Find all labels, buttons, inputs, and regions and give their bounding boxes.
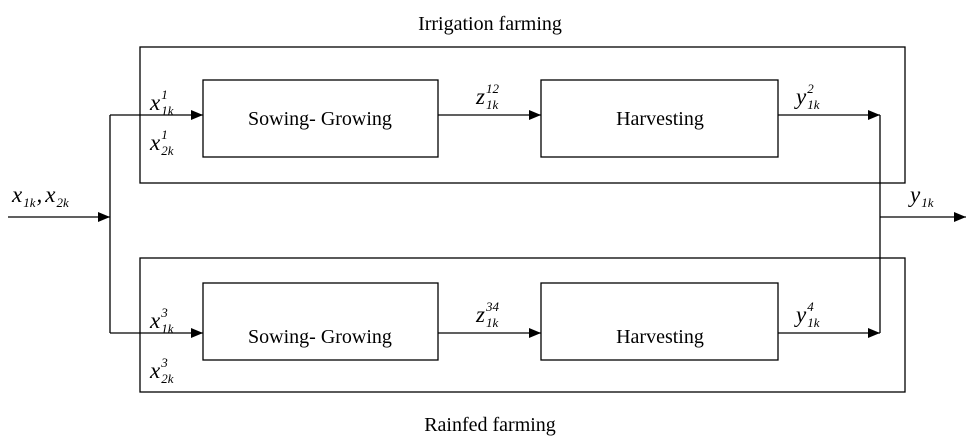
symbol-sub: 2k (161, 143, 174, 158)
symbol-sup: 12 (486, 81, 500, 96)
symbol-sub: 2k (56, 195, 69, 210)
symbol-sub: 1k (921, 195, 934, 210)
symbol-sup: 1 (161, 127, 168, 142)
block-label: Harvesting (616, 326, 704, 348)
symbol-base: z (475, 84, 485, 109)
symbol-sub: 1k (23, 195, 36, 210)
symbol-base: x (149, 90, 161, 115)
symbol-sup: 3 (160, 305, 168, 320)
block-label: Sowing- Growing (248, 108, 392, 130)
symbol-sub: 1k (161, 103, 174, 118)
symbol-sub: 1k (161, 321, 174, 336)
symbol-base: y (908, 182, 921, 207)
symbol-sup: 4 (807, 299, 814, 314)
group-box (139, 257, 906, 393)
group-title: Rainfed farming (424, 414, 556, 436)
symbol-sup: 34 (485, 299, 500, 314)
symbol-base: x (11, 182, 23, 207)
symbol-sub: 1k (807, 315, 820, 330)
block (540, 282, 779, 361)
symbol-base: y (794, 84, 807, 109)
symbol-base: x (149, 358, 161, 383)
group-title: Irrigation farming (418, 13, 562, 35)
symbol-base: x (149, 130, 161, 155)
symbol-sup: 3 (160, 355, 168, 370)
block (202, 282, 439, 361)
block-label: Sowing- Growing (248, 326, 392, 348)
block-label: Harvesting (616, 108, 704, 130)
symbol-sub: 1k (486, 315, 499, 330)
block (202, 79, 439, 158)
symbol-sup: 2 (807, 81, 814, 96)
symbol-sub: 1k (807, 97, 820, 112)
symbol-sub: 2k (161, 371, 174, 386)
symbol-base: x (149, 308, 161, 333)
symbol-base: x (44, 182, 56, 207)
symbol-base: y (794, 302, 807, 327)
symbol-sub: 1k (486, 97, 499, 112)
block (540, 79, 779, 158)
symbol-sup: 1 (161, 87, 168, 102)
separator: , (37, 182, 43, 207)
symbol-base: z (475, 302, 485, 327)
